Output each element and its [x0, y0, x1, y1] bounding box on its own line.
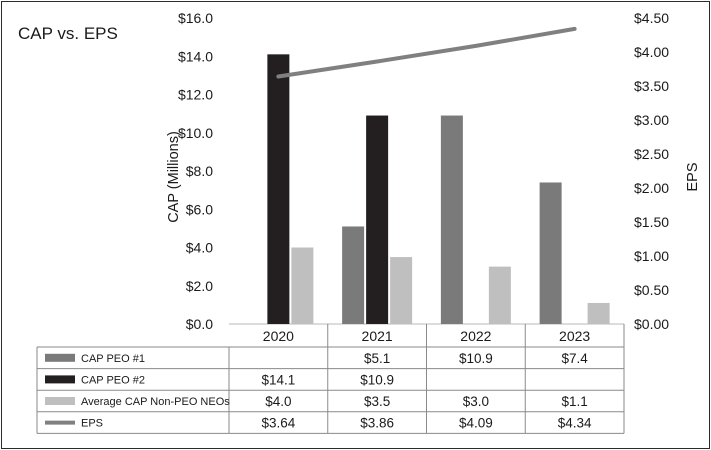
bar-cap-peo-1 — [440, 115, 463, 324]
y-axis-label: CAP (Millions) — [166, 131, 182, 223]
legend-label: EPS — [81, 418, 103, 430]
y2-tick-label: $4.50 — [634, 10, 669, 26]
y-tick-label: $14.0 — [178, 48, 213, 64]
y2-tick-label: $0.50 — [634, 282, 669, 298]
table-cell: $7.4 — [561, 351, 588, 366]
table-cell: $3.86 — [360, 416, 394, 431]
y-tick-label: $10.0 — [178, 125, 213, 141]
bar-average-cap-non-peo-neos — [390, 257, 413, 324]
legend-label: Average CAP Non-PEO NEOs — [81, 396, 230, 408]
bars — [267, 54, 610, 325]
y2-tick-label: $1.50 — [634, 214, 669, 230]
category-label: 2020 — [263, 328, 294, 344]
table-cell: $10.9 — [360, 372, 394, 387]
y2-axis-label: EPS — [685, 162, 701, 191]
legend-key — [45, 397, 75, 405]
y-tick-label: $4.0 — [186, 240, 213, 256]
y2-tick-label: $3.00 — [634, 112, 669, 128]
y-tick-label: $0.0 — [186, 316, 213, 332]
bar-cap-peo-2 — [366, 115, 389, 324]
bar-cap-peo-2 — [267, 54, 290, 325]
table-cell: $4.09 — [459, 416, 493, 431]
y2-tick-label: $2.00 — [634, 180, 669, 196]
category-label: 2021 — [362, 328, 393, 344]
y2-tick-label: $3.50 — [634, 78, 669, 94]
y2-tick-label: $4.00 — [634, 44, 669, 60]
y-tick-label: $8.0 — [186, 163, 213, 179]
table-cell: $4.0 — [265, 394, 291, 409]
legend-key — [45, 353, 75, 362]
left-axis-ticks: $0.0 $2.0 $4.0 $6.0 $8.0 $10.0 $12.0 $14.0 $16.0 — [178, 10, 213, 332]
legend-label: CAP PEO #1 — [81, 353, 145, 365]
bar-cap-peo-1 — [539, 182, 562, 324]
chart-title: CAP vs. EPS — [18, 24, 118, 43]
table-cell: $1.1 — [561, 394, 587, 409]
y-tick-label: $2.0 — [186, 278, 213, 294]
y2-tick-label: $2.50 — [634, 146, 669, 162]
legend-label: CAP PEO #2 — [81, 374, 145, 386]
table-cell: $4.34 — [558, 416, 592, 431]
category-label: 2023 — [559, 328, 590, 344]
eps-line-group — [276, 26, 577, 79]
table-cell: $3.5 — [364, 394, 390, 409]
y-tick-label: $6.0 — [186, 201, 213, 217]
legend-key — [45, 375, 75, 384]
y-tick-label: $12.0 — [178, 87, 213, 103]
bar-average-cap-non-peo-neos — [488, 266, 511, 324]
bar-cap-peo-1 — [342, 226, 365, 324]
eps-line — [276, 26, 577, 79]
table-cell: $3.0 — [463, 394, 489, 409]
bar-average-cap-non-peo-neos — [587, 302, 610, 324]
category-label: 2022 — [460, 328, 491, 344]
right-axis-ticks: $0.00 $0.50 $1.00 $1.50 $2.00 $2.50 $3.00 $3.50… — [634, 10, 669, 332]
table-cell: $5.1 — [364, 351, 390, 366]
y2-tick-label: $1.00 — [634, 248, 669, 264]
table-cell: $14.1 — [261, 372, 295, 387]
y2-tick-label: $0.00 — [634, 316, 669, 332]
bar-average-cap-non-peo-neos — [291, 247, 314, 324]
data-table: 2020 2021 2022 2023 CAP PEO #1 $5.1 $10.9 $7.4 C… — [36, 324, 625, 434]
table-cell: $10.9 — [459, 351, 493, 366]
table-cell: $3.64 — [261, 416, 295, 431]
y-tick-label: $16.0 — [178, 10, 213, 26]
